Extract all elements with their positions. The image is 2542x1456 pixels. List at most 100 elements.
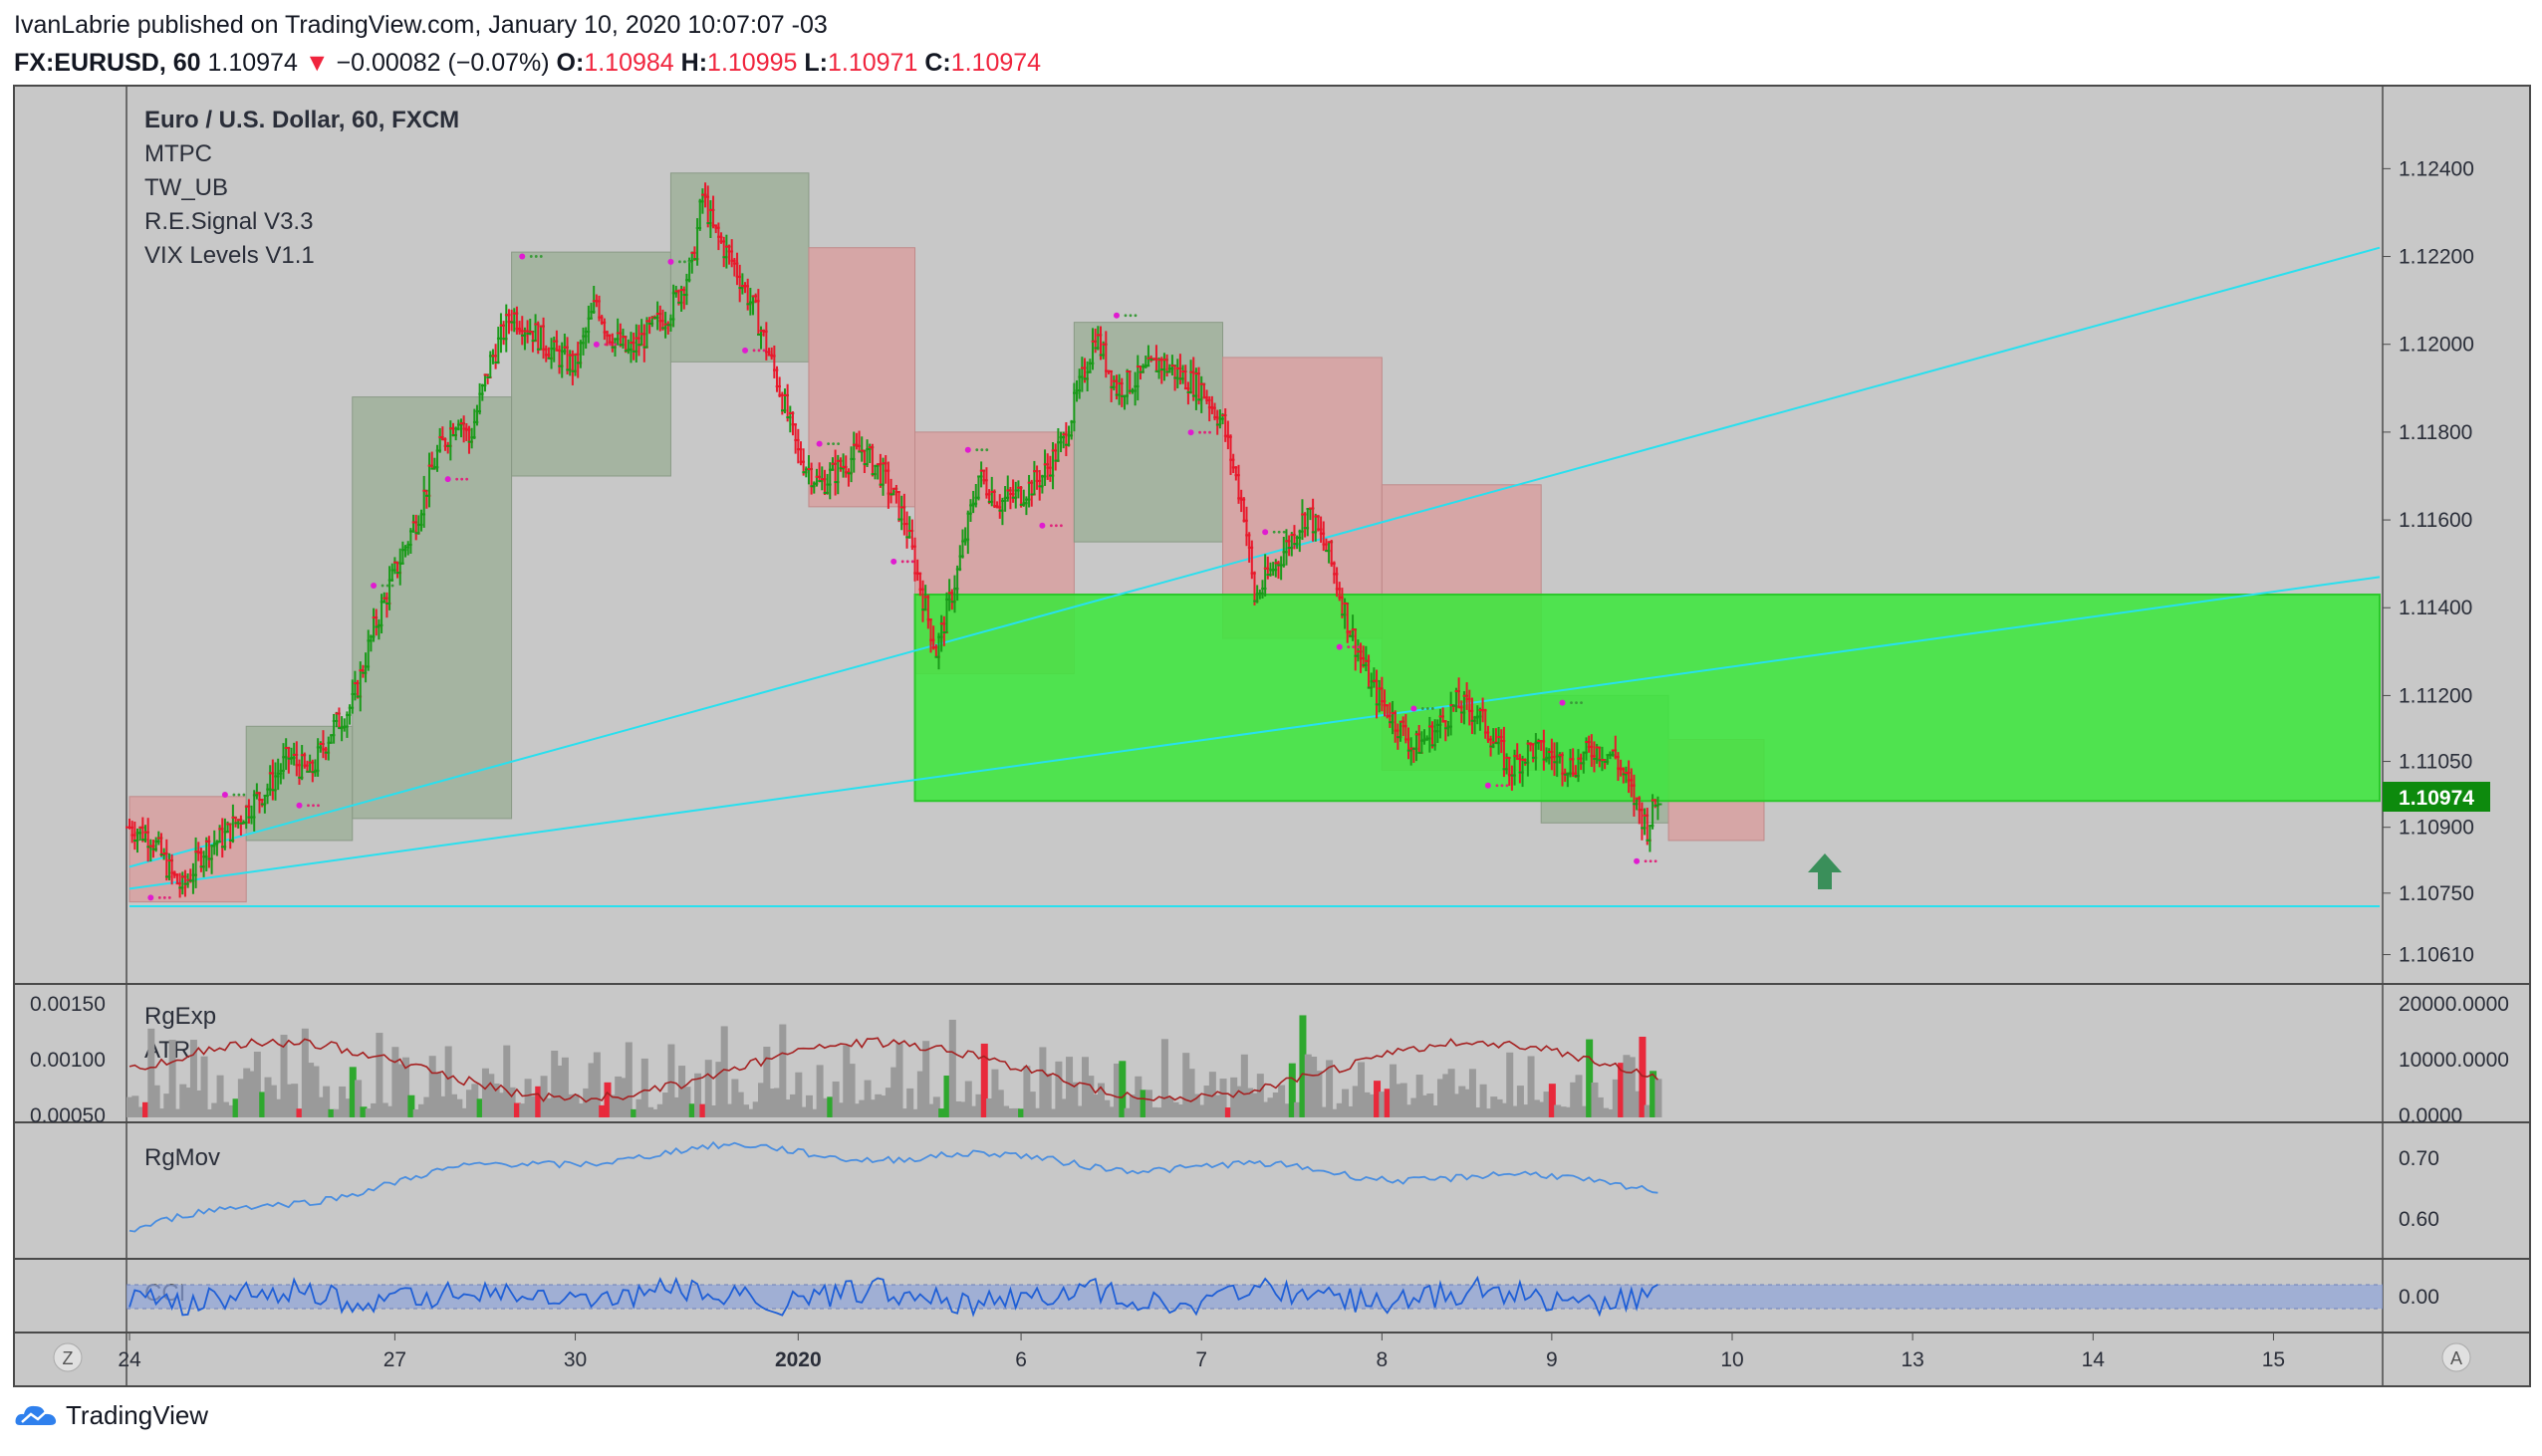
- rgexp-bar: [1331, 1108, 1339, 1117]
- rgexp-bar: [1155, 1107, 1163, 1117]
- footer-brand[interactable]: TradingView: [14, 1400, 208, 1431]
- rgexp-bar: [556, 1066, 564, 1117]
- rgexp-bar: [168, 1040, 176, 1117]
- vix-dot-tail: [975, 448, 979, 452]
- rgexp-bar: [1171, 1101, 1179, 1117]
- trend-lines[interactable]: [128, 246, 2381, 908]
- rgexp-bar: [954, 1100, 962, 1117]
- vix-level-markers: [147, 253, 1657, 901]
- vix-dot: [1187, 429, 1194, 436]
- vix-dot: [816, 440, 823, 447]
- rgexp-bar: [189, 1040, 197, 1117]
- vix-dot-tail: [1054, 524, 1058, 528]
- rgexp-bar: [1639, 1037, 1647, 1117]
- rgexp-bar: [1119, 1061, 1127, 1117]
- rgexp-bar: [476, 1098, 484, 1117]
- rgexp-bar: [412, 1108, 420, 1117]
- legend-title[interactable]: Euro / U.S. Dollar, 60, FXCM: [144, 107, 459, 133]
- legend-item[interactable]: R.E.Signal V3.3: [144, 208, 313, 235]
- vix-dot-tail: [1500, 784, 1504, 788]
- legend-item[interactable]: MTPC: [144, 140, 212, 167]
- rgexp-bar: [864, 1080, 872, 1117]
- rgexp-bar: [269, 1085, 277, 1117]
- trend-line[interactable]: [128, 576, 2381, 890]
- rgexp-bar: [481, 1068, 489, 1117]
- support-zone[interactable]: [913, 594, 2381, 803]
- vix-dot-tail: [757, 349, 761, 353]
- pane-label-rgexp[interactable]: RgExp: [144, 1003, 216, 1030]
- rgexp-bar: [1522, 1104, 1530, 1117]
- rgexp-bar: [1436, 1079, 1444, 1117]
- rgexp-bar: [1087, 1076, 1095, 1117]
- rgexp-bar: [779, 1024, 787, 1117]
- rgexp-bar: [1326, 1060, 1334, 1117]
- footer-brand-name: TradingView: [66, 1400, 209, 1430]
- rgexp-bar: [205, 1108, 213, 1117]
- rgexp-bar: [200, 1056, 208, 1117]
- vix-dot-tail: [390, 584, 394, 588]
- indicator-axes: 0.00150 0.00100 0.00050 20000.0000 10000.000…: [30, 993, 2509, 1309]
- vix-dot: [1559, 699, 1566, 706]
- rgexp-bar: [1060, 1098, 1068, 1117]
- vix-dot-tail: [832, 442, 836, 446]
- vix-dot: [444, 476, 451, 483]
- rgexp-bar: [1500, 1102, 1508, 1117]
- rgexp-bar: [1570, 1082, 1578, 1117]
- time-tick-label: 27: [383, 1348, 406, 1371]
- rgexp-bar: [758, 1083, 766, 1117]
- price-tick-label: 1.12200: [2399, 246, 2474, 269]
- legend-item[interactable]: VIX Levels V1.1: [144, 242, 315, 269]
- price-tick-label: 1.10900: [2399, 817, 2474, 840]
- rgexp-bar: [391, 1047, 399, 1117]
- trend-line[interactable]: [128, 246, 2381, 868]
- rgexp-bar: [1347, 1105, 1355, 1117]
- rgexp-bar: [248, 1071, 256, 1117]
- rgexp-bar: [943, 1076, 951, 1117]
- vix-dot-tail: [317, 804, 320, 808]
- vix-dot-tail: [385, 584, 389, 588]
- rgexp-bar: [1039, 1047, 1047, 1117]
- time-tick-label: 2020: [775, 1348, 822, 1371]
- rgexp-bar: [859, 1099, 867, 1117]
- rgexp-bar: [895, 1043, 903, 1117]
- rgexp-left-tick: 0.00100: [30, 1049, 106, 1072]
- auto-scale-button[interactable]: A: [2441, 1342, 2471, 1372]
- rgexp-bar: [1299, 1015, 1307, 1117]
- vix-dot-tail: [1495, 784, 1499, 788]
- close-label: C:: [924, 49, 951, 77]
- legend-item[interactable]: TW_UB: [144, 174, 228, 201]
- rgexp-bar: [371, 1102, 379, 1117]
- rgexp-bar: [147, 1028, 155, 1117]
- rgexp-bar: [640, 1058, 648, 1117]
- rgexp-bar: [211, 1102, 219, 1117]
- rgexp-bar: [221, 1101, 229, 1117]
- rgexp-bar: [1379, 1092, 1387, 1117]
- symbol-name[interactable]: FX:EURUSD, 60: [14, 49, 201, 77]
- rgexp-bar: [381, 1102, 388, 1117]
- time-axis[interactable]: 24 27 30 2020 6 7 8 9 10 13 14 15: [118, 1333, 2285, 1371]
- pane-label-rgmov[interactable]: RgMov: [144, 1144, 220, 1171]
- rgexp-bar: [1235, 1086, 1243, 1117]
- rgexp-bar: [275, 1098, 283, 1117]
- vix-dot: [1634, 857, 1641, 864]
- rgexp-bar: [1374, 1081, 1382, 1117]
- vix-dot-tail: [1134, 314, 1138, 318]
- vix-dot-tail: [465, 477, 469, 481]
- time-tick-label: 6: [1015, 1348, 1027, 1371]
- rgexp-bar: [875, 1093, 883, 1117]
- rgexp-bar: [1272, 1092, 1280, 1117]
- price-axis[interactable]: 1.12400 1.12200 1.12000 1.11800 1.11600 1.114…: [2383, 157, 2474, 967]
- chart-canvas[interactable]: Euro / U.S. Dollar, 60, FXCM MTPC TW_UB …: [0, 0, 2542, 1394]
- rgexp-bar: [1176, 1104, 1184, 1117]
- rgexp-bar: [1463, 1089, 1471, 1117]
- zoom-reset-button[interactable]: Z: [53, 1342, 83, 1372]
- rgexp-right-tick: 0.0000: [2399, 1104, 2462, 1127]
- rgexp-bar: [1182, 1053, 1190, 1117]
- rgexp-bar: [1452, 1093, 1460, 1117]
- rgexp-bar: [1607, 1108, 1615, 1117]
- rgexp-bar: [763, 1046, 771, 1117]
- rgexp-bar: [1267, 1097, 1275, 1117]
- vix-dot: [742, 347, 749, 354]
- rgexp-bar: [1395, 1084, 1402, 1117]
- rgexp-bar: [625, 1042, 633, 1117]
